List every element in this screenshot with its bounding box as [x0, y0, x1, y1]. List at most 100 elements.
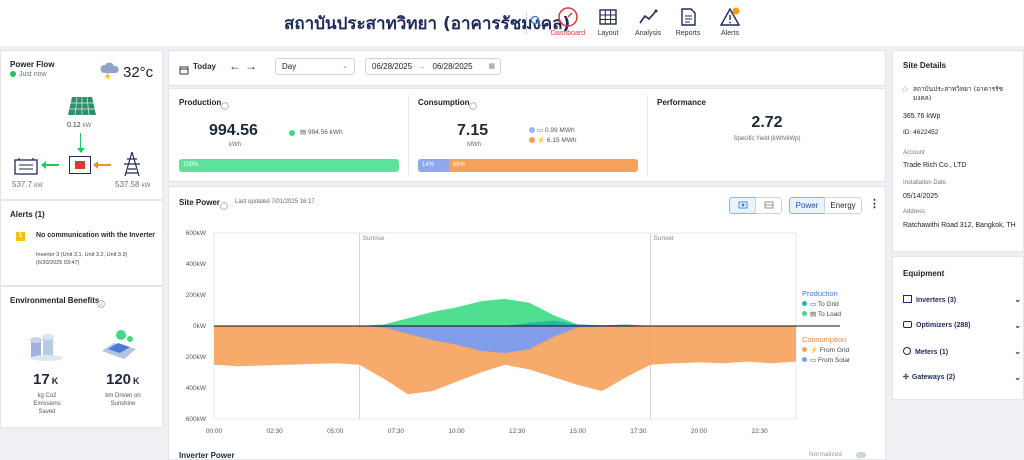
period-select[interactable]: Day ⌄	[275, 58, 355, 75]
top-header: สถาบันประสาทวิทยา (อาคารรัชมงคล) Dashboa…	[0, 0, 1024, 46]
chevron-down-icon: ⌄	[1014, 373, 1021, 382]
site-power-chart: 600kW 400kW 200kW 0kW 200kW 400kW 600kW Sunrise…	[186, 230, 840, 435]
normalized-toggle[interactable]	[856, 452, 866, 458]
grid-flow-arrow	[93, 161, 98, 169]
power-tower-icon	[121, 151, 143, 182]
chevron-down-icon: ⌄	[1014, 295, 1021, 304]
chevron-down-icon: ⌄	[1014, 321, 1021, 330]
performance-value: 2.72	[751, 114, 783, 131]
legend-from-solar: ▭ From Solar	[802, 356, 850, 364]
sunrise-label: Sunrise	[363, 235, 385, 242]
consumption-bar: 14% 86%	[418, 159, 638, 172]
info-icon[interactable]	[97, 295, 105, 313]
performance-card: Performance 2.72 Specific Yield (kWh/kWp…	[648, 89, 886, 181]
previous-arrow-icon[interactable]: ←	[229, 59, 241, 73]
site-id: ID: 4622452	[903, 129, 939, 136]
last-updated: Last updated 7/01/2025 16:17	[235, 199, 315, 205]
grid-power-value: 537.58 kW	[115, 180, 151, 189]
site-capacity: 365.76 kWp	[903, 113, 941, 120]
alert-item-detail: Inverter 3 (Unit 3.1, Unit 3.2, Unit 3.3…	[36, 252, 128, 258]
y-tick-label: 200kW	[186, 354, 207, 361]
series-to-load	[359, 298, 651, 326]
status-online: Just now	[10, 71, 47, 78]
tab-power[interactable]: Power	[789, 197, 825, 214]
km-value: 120 K	[106, 371, 140, 388]
install-date-value: 05/14/2025	[903, 193, 939, 200]
next-arrow-icon[interactable]: →	[245, 59, 257, 73]
search-icon[interactable]	[530, 14, 542, 32]
normalized-toggle-label: Normalized	[809, 451, 842, 458]
solar-car-icon	[100, 329, 140, 366]
temperature: 32°c	[123, 64, 154, 81]
calendar-icon	[179, 62, 189, 80]
equipment-inverters[interactable]: Inverters (3) ⌄	[903, 295, 1021, 304]
load-power-value: 537.7 kW	[12, 180, 43, 189]
list-view-icon	[764, 201, 773, 209]
alert-item-title[interactable]: No communication with the Inverter	[36, 232, 156, 239]
equipment-optimizers[interactable]: Optimizers (288) ⌄	[903, 321, 1021, 330]
equipment-panel: Equipment Inverters (3) ⌄ Optimizers (28…	[892, 256, 1024, 400]
solar-panel-icon	[67, 96, 97, 121]
y-tick-label: 400kW	[186, 261, 207, 268]
info-icon[interactable]	[220, 197, 228, 215]
more-options-icon[interactable]: ⋮	[869, 198, 880, 210]
y-tick-label: 600kW	[186, 416, 207, 423]
date-range-field[interactable]: 06/28/2025 → 06/28/2025 ▦	[365, 58, 501, 75]
y-tick-label: 0kW	[193, 323, 207, 330]
nav-dashboard[interactable]: Dashboard	[543, 6, 593, 37]
today-button[interactable]: Today	[193, 62, 216, 71]
x-tick-label: 05:00	[327, 428, 344, 435]
consumption-unit: MWh	[467, 142, 481, 148]
nav-analysis[interactable]: Analysis	[623, 6, 673, 37]
factory-icon	[27, 331, 63, 366]
y-tick-label: 400kW	[186, 385, 207, 392]
site-power-panel: Site Power Last updated 7/01/2025 16:17 …	[168, 186, 886, 460]
alerts-title: Alerts (1)	[10, 210, 45, 219]
x-tick-label: 20:00	[691, 428, 708, 435]
nav-dashboard-label: Dashboard	[550, 30, 586, 37]
site-power-title: Site Power	[179, 198, 220, 207]
nav-alerts-label: Alerts	[721, 30, 739, 37]
grid-flow-line	[97, 164, 111, 166]
series-from-solar	[359, 326, 651, 354]
nav-layout[interactable]: Layout	[583, 6, 633, 37]
power-flow-panel: Power Flow Just now 32°c 0.12 kW 537.7 k…	[0, 50, 163, 200]
solar-flow-arrow	[77, 148, 85, 153]
load-flow-line	[45, 164, 59, 166]
x-tick-label: 02:30	[266, 428, 283, 435]
line-chart-icon	[639, 9, 658, 24]
equipment-meters[interactable]: Meters (1) ⌄	[903, 347, 1021, 356]
chevron-down-icon: ⌄	[342, 63, 348, 70]
co2-value: 17 K	[33, 371, 59, 388]
favorite-star-icon[interactable]: ☆	[901, 84, 910, 94]
tab-energy[interactable]: Energy	[824, 197, 862, 214]
consumption-card: Consumption 7.15 MWh ▭ 0.99 MWh ⚡ 6.15 M…	[409, 89, 647, 181]
km-label: km Driven on Sunshine	[105, 393, 141, 407]
production-unit: kWh	[229, 142, 241, 148]
table-view-toggle[interactable]	[755, 197, 782, 214]
chart-view-toggle[interactable]	[729, 197, 756, 214]
thunderstorm-cloud-icon	[98, 61, 122, 84]
series-to-grid	[505, 320, 651, 326]
consumption-grid-legend: ⚡ 6.15 MWh	[529, 136, 577, 144]
sunset-label: Sunset	[654, 235, 674, 242]
performance-title: Performance	[657, 98, 706, 107]
alerts-panel: Alerts (1) 1 No communication with the I…	[0, 200, 163, 286]
consumption-title: Consumption	[418, 98, 470, 107]
date-toolbar: Today ← → Day ⌄ 06/28/2025 → 06/28/2025 …	[168, 50, 886, 86]
info-icon[interactable]	[469, 97, 477, 115]
chevron-down-icon: ⌄	[1014, 347, 1021, 356]
y-tick-label: 200kW	[186, 292, 207, 299]
info-icon[interactable]	[221, 97, 229, 115]
equipment-gateways[interactable]: ✣ Gateways (2) ⌄	[903, 373, 1021, 382]
nav-reports[interactable]: Reports	[663, 6, 713, 37]
y-tick-label: 600kW	[186, 230, 207, 237]
co2-label: kg Co2 Emissions Saved	[33, 393, 61, 415]
production-value: 994.56	[209, 122, 258, 139]
environmental-panel: Environmental Benefits 17 K 120 K kg Co2 Em…	[0, 286, 163, 428]
x-tick-label: 07:30	[388, 428, 405, 435]
install-date-label: Installation Date	[903, 180, 947, 186]
warning-icon	[719, 7, 741, 26]
site-name: สถาบันประสาทวิทยา (อาคารรัชมงคล)	[913, 85, 1004, 102]
nav-alerts[interactable]: Alerts	[705, 6, 755, 37]
